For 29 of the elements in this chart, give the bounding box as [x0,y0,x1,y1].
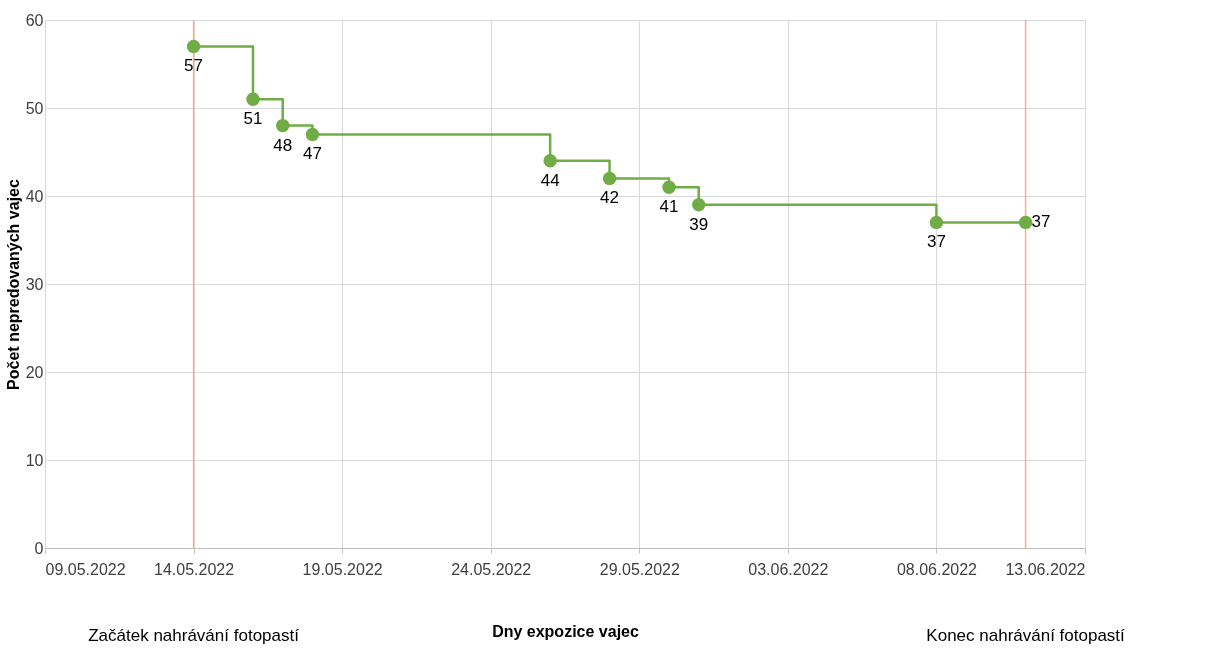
y-axis-title: Počet nepredovaných vajec [4,179,22,390]
x-tick-label: 03.06.2022 [748,560,829,578]
data-label: 44 [540,170,560,190]
x-tick-label: 14.05.2022 [154,560,235,578]
data-label: 37 [926,232,946,252]
data-label: 57 [184,56,204,76]
data-label: 51 [243,109,263,129]
data-label: 37 [1031,212,1051,232]
data-label: 48 [273,135,293,155]
y-tick-label: 40 [25,187,44,205]
y-tick-label: 30 [25,275,44,293]
y-tick-label: 10 [25,451,44,469]
text: Začátek nahrávání fotopastí [88,626,300,645]
x-tick-label: 08.06.2022 [896,560,978,578]
x-tick-label: 09.05.2022 [45,560,126,578]
y-tick-label: 60 [25,11,44,29]
y-tick-label: 0 [34,539,44,557]
text: Konec nahrávání fotopastí [926,626,1126,645]
data-label: 42 [600,188,620,208]
x-tick-label: 24.05.2022 [451,560,532,578]
data-label: 41 [659,197,679,217]
y-tick-label: 50 [25,99,44,117]
x-tick-label: 19.05.2022 [302,560,383,578]
y-tick-label: 20 [25,363,44,381]
x-tick-label: 13.06.2022 [1005,560,1086,578]
x-tick-label: 29.05.2022 [599,560,680,578]
data-label: 47 [302,144,322,164]
x-axis-title: Dny expozice vajec [492,622,639,640]
data-label: 39 [689,214,709,234]
